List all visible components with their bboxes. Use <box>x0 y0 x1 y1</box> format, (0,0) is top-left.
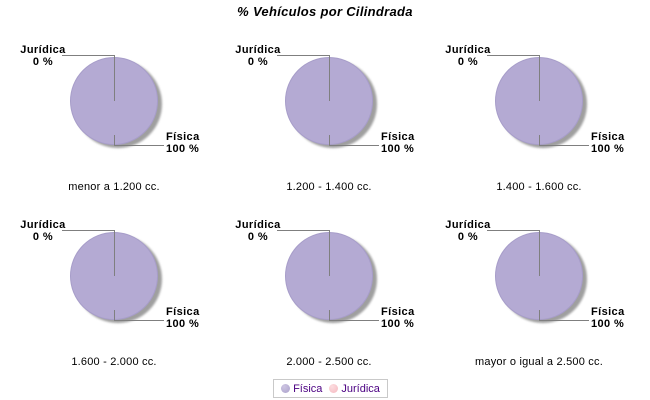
juridica-leader-line <box>277 230 329 231</box>
legend-label-fisica: Física <box>293 382 323 395</box>
slice-boundary-line <box>114 230 115 276</box>
category-label: menor a 1.200 cc. <box>68 181 160 193</box>
juridica-leader-line <box>62 55 114 56</box>
legend-item-fisica: Física <box>281 383 322 395</box>
fisica-callout-value: 100 % <box>381 143 415 155</box>
fisica-callout-value: 100 % <box>591 318 625 330</box>
juridica-leader-line <box>487 55 539 56</box>
slice-boundary-line <box>114 55 115 101</box>
category-label: 1.600 - 2.000 cc. <box>71 356 157 368</box>
juridica-callout-value: 0 % <box>32 231 54 243</box>
juridica-leader-line <box>487 230 539 231</box>
juridica-callout-value: 0 % <box>457 231 479 243</box>
juridica-callout-value: 0 % <box>457 56 479 68</box>
juridica-callout: Jurídica 0 % <box>439 219 497 243</box>
fisica-callout-name: Física <box>166 131 200 143</box>
fisica-leader-line <box>539 320 589 321</box>
fisica-callout-value: 100 % <box>166 143 200 155</box>
juridica-leader-line <box>277 55 329 56</box>
fisica-callout: Física 100 % <box>381 306 445 330</box>
slice-boundary-line <box>539 55 540 101</box>
fisica-callout-name: Física <box>166 306 200 318</box>
juridica-callout: Jurídica 0 % <box>229 219 287 243</box>
fisica-leader-tick <box>539 310 540 321</box>
fisica-swatch-icon <box>281 384 291 393</box>
fisica-leader-line <box>114 320 164 321</box>
juridica-swatch-icon <box>329 384 339 393</box>
fisica-callout-value: 100 % <box>381 318 415 330</box>
fisica-callout: Física 100 % <box>591 306 650 330</box>
category-label: 2.000 - 2.500 cc. <box>286 356 372 368</box>
category-label: mayor o igual a 2.500 cc. <box>475 356 603 368</box>
fisica-callout: Física 100 % <box>591 131 650 155</box>
juridica-callout-value: 0 % <box>247 231 269 243</box>
fisica-callout-name: Física <box>381 131 415 143</box>
juridica-callout-name: Jurídica <box>235 219 281 231</box>
juridica-callout-name: Jurídica <box>235 44 281 56</box>
legend-label-juridica: Jurídica <box>341 382 380 395</box>
fisica-callout-name: Física <box>381 306 415 318</box>
fisica-leader-line <box>329 145 379 146</box>
juridica-leader-line <box>62 230 114 231</box>
juridica-callout: Jurídica 0 % <box>439 44 497 68</box>
slice-boundary-line <box>539 230 540 276</box>
fisica-leader-tick <box>329 310 330 321</box>
fisica-callout-name: Física <box>591 131 625 143</box>
juridica-callout: Jurídica 0 % <box>229 44 287 68</box>
legend: Física Jurídica <box>273 379 388 398</box>
juridica-callout-name: Jurídica <box>445 219 491 231</box>
category-label: 1.400 - 1.600 cc. <box>496 181 582 193</box>
fisica-leader-line <box>114 145 164 146</box>
fisica-leader-tick <box>539 135 540 146</box>
fisica-callout: Física 100 % <box>166 131 230 155</box>
juridica-callout-name: Jurídica <box>445 44 491 56</box>
category-label: 1.200 - 1.400 cc. <box>286 181 372 193</box>
chart-title: % Vehículos por Cilindrada <box>237 4 413 19</box>
juridica-callout-name: Jurídica <box>20 219 66 231</box>
juridica-callout-value: 0 % <box>32 56 54 68</box>
pie-slice-fisica <box>70 232 158 320</box>
juridica-callout-value: 0 % <box>247 56 269 68</box>
fisica-callout: Física 100 % <box>381 131 445 155</box>
fisica-leader-tick <box>114 310 115 321</box>
fisica-leader-tick <box>329 135 330 146</box>
legend-item-juridica: Jurídica <box>329 383 380 395</box>
juridica-callout: Jurídica 0 % <box>14 219 72 243</box>
fisica-leader-line <box>329 320 379 321</box>
fisica-leader-line <box>539 145 589 146</box>
juridica-callout: Jurídica 0 % <box>14 44 72 68</box>
slice-boundary-line <box>329 55 330 101</box>
fisica-leader-tick <box>114 135 115 146</box>
slice-boundary-line <box>329 230 330 276</box>
fisica-callout-name: Física <box>591 306 625 318</box>
fisica-callout-value: 100 % <box>591 143 625 155</box>
fisica-callout-value: 100 % <box>166 318 200 330</box>
fisica-callout: Física 100 % <box>166 306 230 330</box>
juridica-callout-name: Jurídica <box>20 44 66 56</box>
